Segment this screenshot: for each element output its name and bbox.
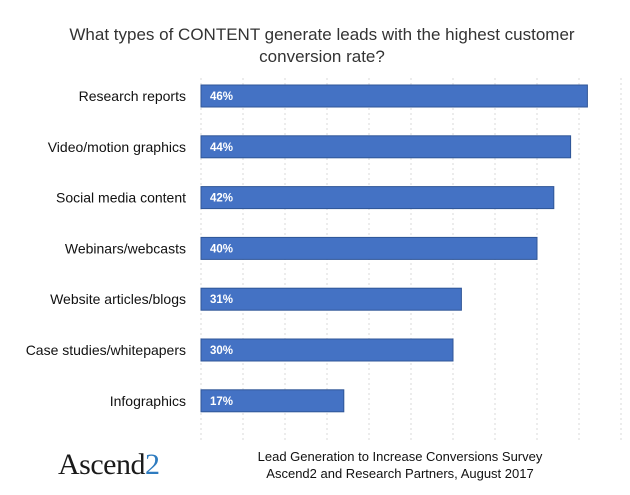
source-line-2: Ascend2 and Research Partners, August 20… [266,466,534,481]
bar [200,186,555,210]
ascend2-logo: Ascend2 [58,448,160,481]
bar [200,389,345,413]
value-label: 46% [210,91,233,103]
category-label: Social media content [56,190,186,206]
chart-title-line-2: conversion rate? [259,47,385,66]
bars: Research reports 46% Video/motion graphics… [26,84,588,413]
category-label: Infographics [110,393,186,409]
category-label: Video/motion graphics [48,139,186,155]
value-label: 31% [210,294,233,306]
value-label: 44% [210,142,233,154]
value-label: 42% [210,193,233,205]
category-label: Research reports [79,88,186,104]
category-label: Webinars/webcasts [65,240,186,256]
bar-chart: What types of CONTENT generate leads wit… [26,25,622,440]
category-label: Case studies/whitepapers [26,342,186,358]
value-label: 30% [210,345,233,357]
bar [200,84,588,108]
bar [200,287,462,311]
bar [200,236,538,260]
bar [200,338,454,362]
logo-suffix: 2 [144,448,160,481]
bar [200,135,572,159]
source-line-1: Lead Generation to Increase Conversions … [257,449,543,464]
value-label: 40% [210,243,233,255]
chart-title-line-1: What types of CONTENT generate leads wit… [69,25,575,44]
value-label: 17% [210,396,233,408]
logo-text: Ascend [58,448,145,481]
category-label: Website articles/blogs [50,291,186,307]
source-note: Lead Generation to Increase Conversions … [240,448,560,482]
